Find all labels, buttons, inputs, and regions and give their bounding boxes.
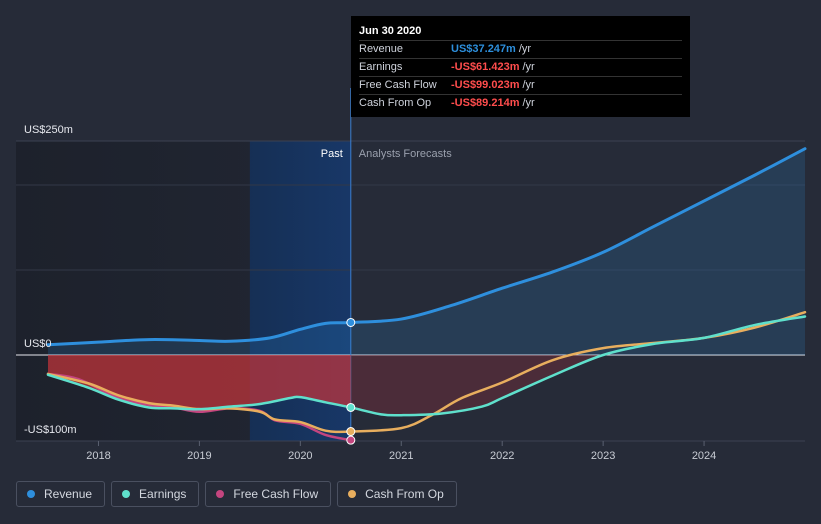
marker-earnings [346,402,356,412]
tooltip-unit: /yr [522,79,535,91]
tooltip-date: Jun 30 2020 [359,25,422,37]
earnings-area-forecast [350,355,604,416]
series-line-revenue [46,147,807,347]
tooltip: Jun 30 2020 Revenue US$37.247m /yr Earni… [351,16,690,117]
series-line-cash-from-op [46,310,807,434]
legend: Revenue Earnings Free Cash Flow Cash Fro… [16,481,457,507]
x-tick-label: 2019 [187,450,211,462]
legend-label: Free Cash Flow [233,487,319,501]
forecast-label: Analysts Forecasts [359,148,452,160]
legend-dot-icon [348,490,357,498]
x-tick-label: 2022 [490,450,514,462]
tooltip-unit: /yr [522,97,535,109]
marker-revenue [346,317,356,327]
marker-cash-from-op [346,427,356,437]
legend-label: Cash From Op [365,487,444,501]
tooltip-value: -US$61.423m [451,61,520,73]
past-label: Past [321,148,343,160]
y-tick-label: US$0 [24,338,52,350]
legend-item-earnings[interactable]: Earnings [111,481,200,507]
tooltip-label: Cash From Op [359,97,432,109]
legend-item-free-cash-flow[interactable]: Free Cash Flow [205,481,332,507]
tooltip-value: -US$99.023m [451,79,520,91]
tooltip-value: -US$89.214m [451,97,520,109]
legend-dot-icon [122,490,131,498]
x-tick-label: 2023 [591,450,615,462]
tooltip-row-revenue: Revenue US$37.247m /yr [359,40,682,58]
tooltip-row-free-cash-flow: Free Cash Flow -US$99.023m /yr [359,76,682,94]
tooltip-unit: /yr [518,43,532,55]
series-line-free-cash-flow [46,372,353,442]
tooltip-unit: /yr [522,61,535,73]
legend-label: Earnings [139,487,187,501]
marker-free-cash-flow [346,435,356,445]
tooltip-value: US$37.247m [451,43,516,55]
y-tick-label: -US$100m [24,424,77,436]
earnings-area-past [48,355,351,410]
x-tick-label: 2024 [692,450,716,462]
legend-dot-icon [216,490,225,498]
legend-item-revenue[interactable]: Revenue [16,481,106,507]
tooltip-row-earnings: Earnings -US$61.423m /yr [359,58,682,76]
x-tick-label: 2020 [288,450,312,462]
revenue-area [48,148,805,355]
x-tick-label: 2021 [389,450,413,462]
tooltip-label: Earnings [359,61,403,73]
tooltip-label: Revenue [359,43,404,55]
x-tick-label: 2018 [86,450,110,462]
tooltip-label: Free Cash Flow [359,79,437,91]
legend-item-cash-from-op[interactable]: Cash From Op [337,481,457,507]
legend-dot-icon [27,490,35,498]
y-tick-label: US$250m [24,124,73,136]
tooltip-row-cash-from-op: Cash From Op -US$89.214m /yr [359,94,682,112]
legend-label: Revenue [44,487,93,501]
